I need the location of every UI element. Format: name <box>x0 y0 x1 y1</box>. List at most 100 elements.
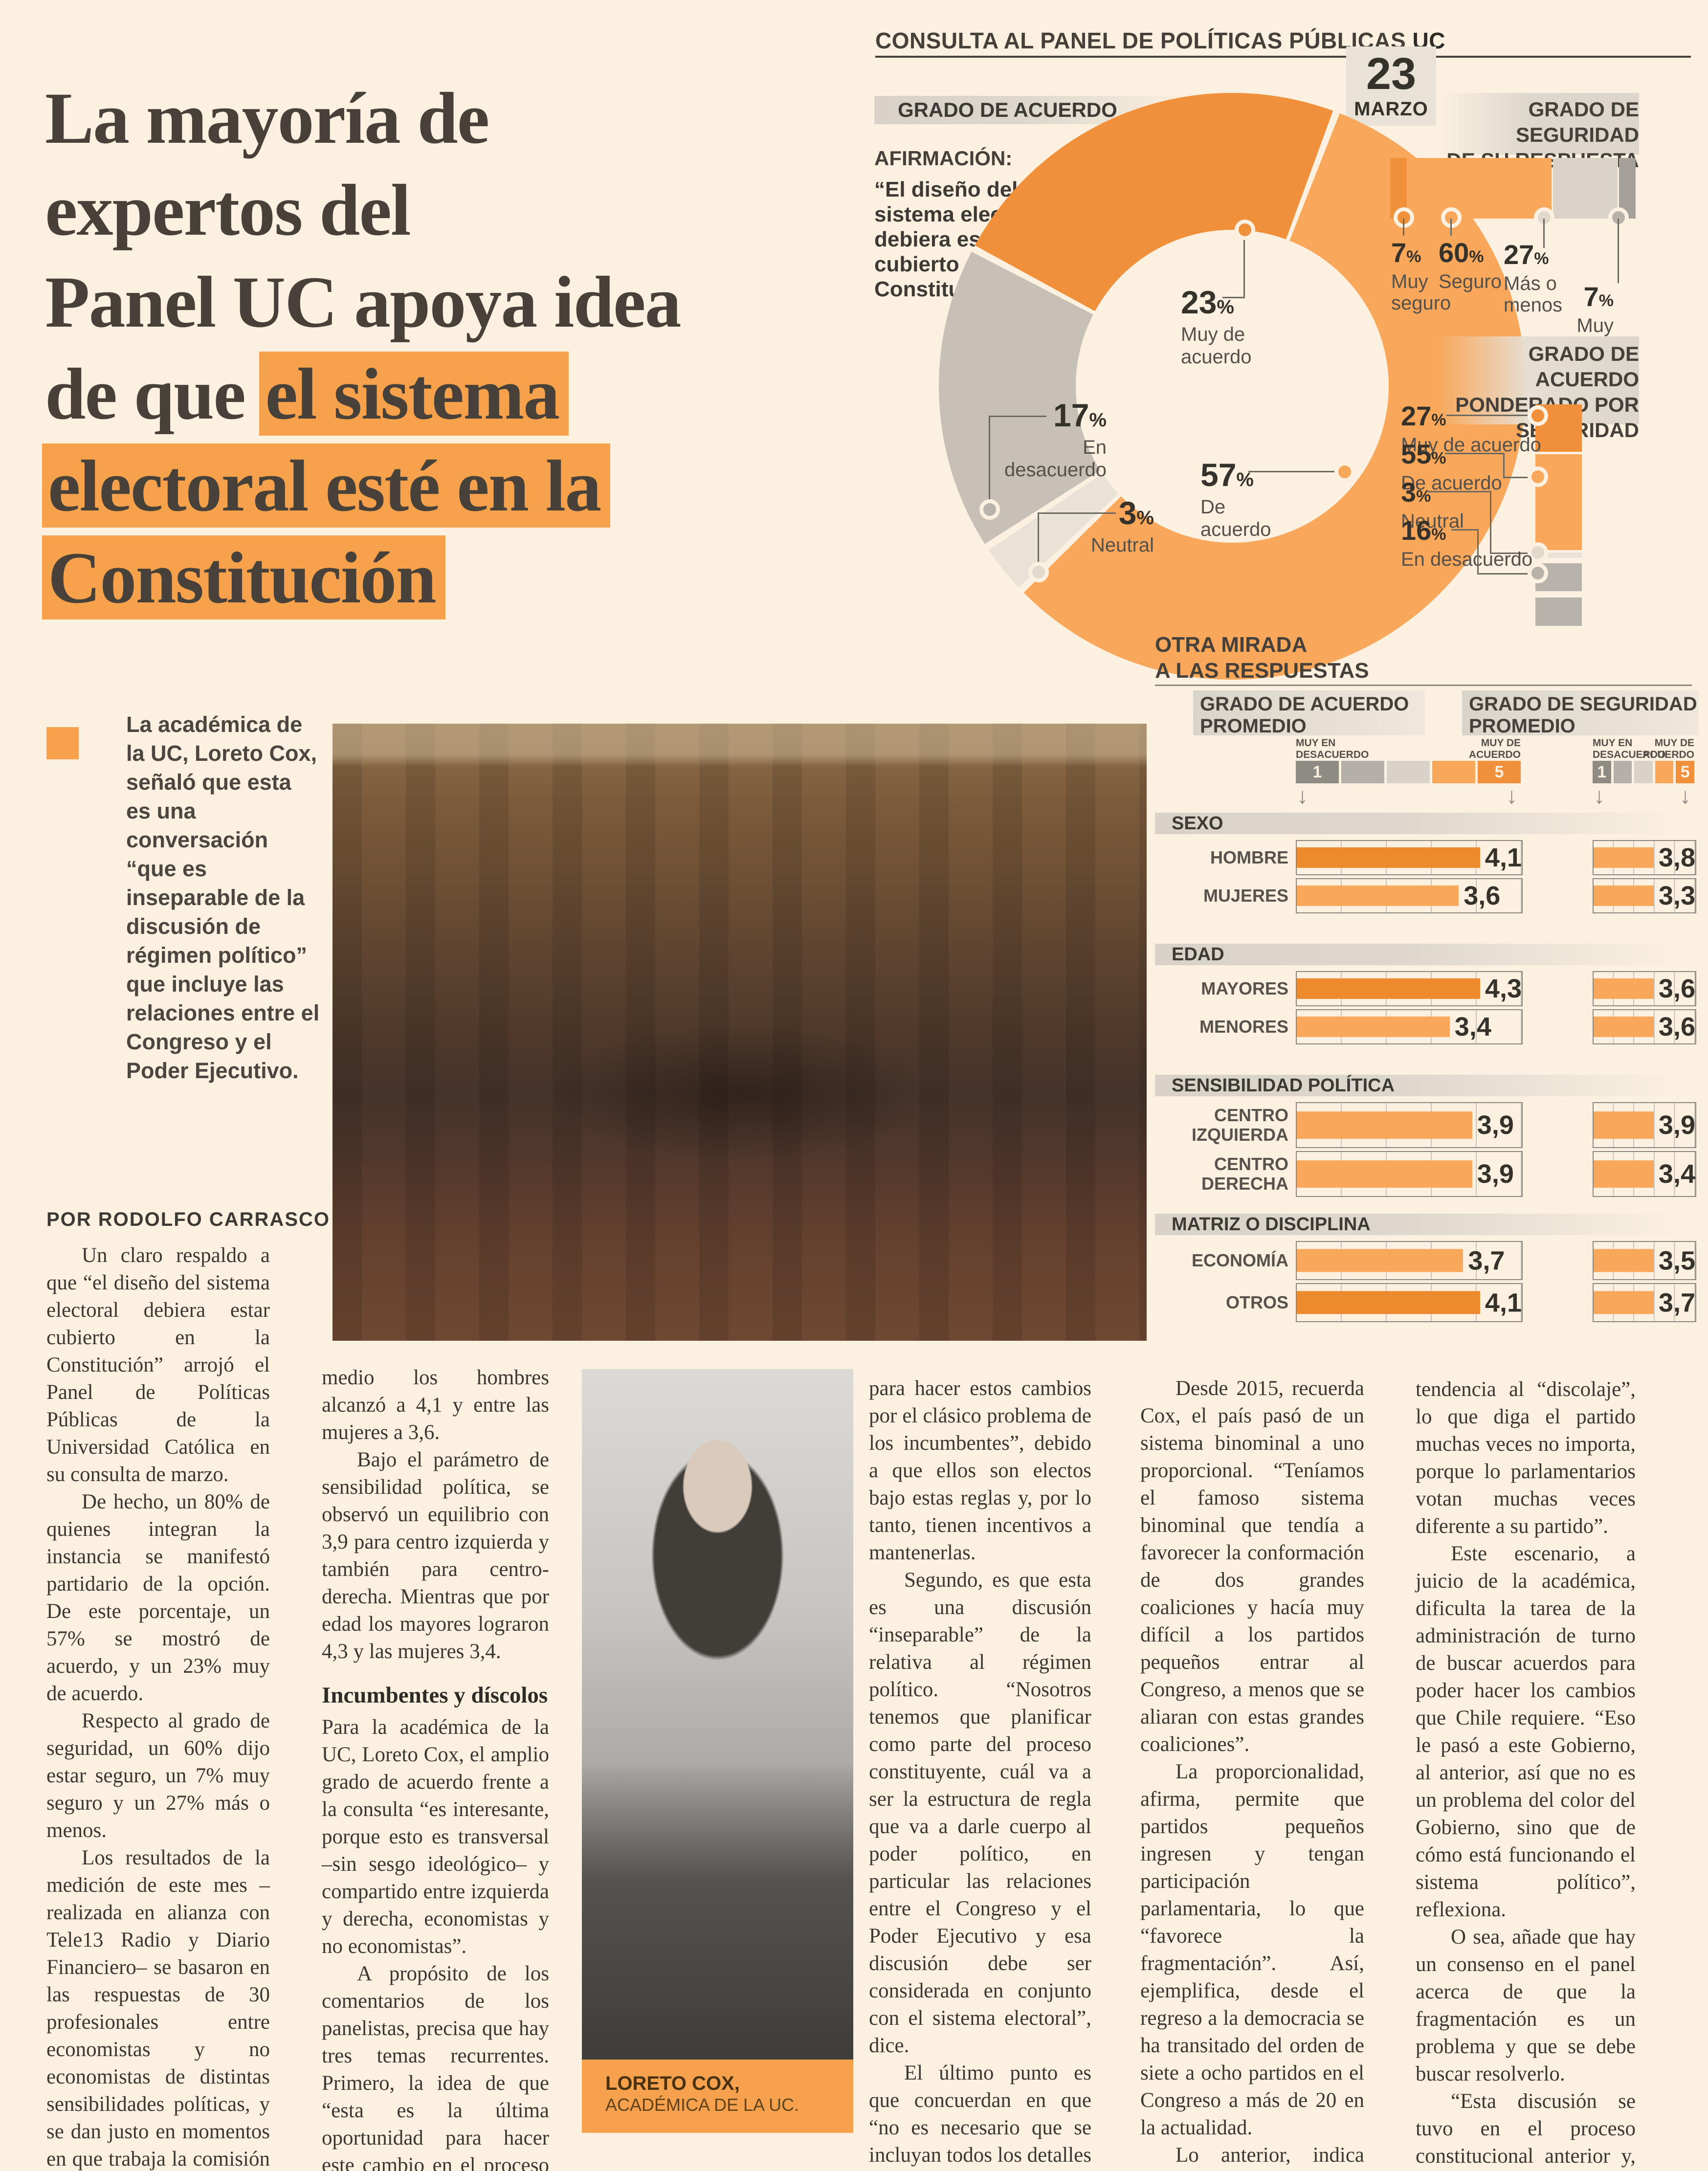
chart-row-economia: ECONOMÍA 3,7 3,5 <box>1155 1241 1708 1280</box>
headline-line-highlight: Constitución <box>42 532 847 624</box>
chart-row-mujeres: MUJERES 3,6 3,3 <box>1155 878 1708 913</box>
article-column-3: para hacer estos cambios por el clásico … <box>869 1375 1091 2171</box>
paragraph: Lo anterior, indica que “hace sumamente … <box>1176 2144 1364 2167</box>
acuerdo-donut-chart <box>939 93 1526 680</box>
leader-line <box>1477 573 1535 575</box>
paragraph: Los resultados de la medición de este me… <box>46 1846 270 2171</box>
chart-dot <box>1528 466 1548 487</box>
seguridad-promedio-header: GRADO DE SEGURIDAD PROMEDIO <box>1462 690 1699 737</box>
date-month: MARZO <box>1354 98 1428 120</box>
down-arrow-icon: ↓ <box>1297 783 1308 808</box>
paragraph: Un claro respaldo a que “el diseño del s… <box>46 1244 270 1486</box>
seguridad-label-seguro: 60% Seguro <box>1439 237 1502 293</box>
sidebar-quote: La académica de la UC, Loreto Cox, señal… <box>126 712 320 1083</box>
paragraph: De hecho, un 80% de quienes integran la … <box>46 1490 270 1705</box>
chart-dot <box>1528 542 1548 563</box>
scale-square-5: 5 <box>1676 761 1694 783</box>
leader-line <box>989 416 990 505</box>
leader-line <box>1490 553 1535 554</box>
section-rule <box>1155 685 1692 686</box>
chart-dot <box>1528 563 1548 583</box>
headline: La mayoría de expertos del Panel UC apoy… <box>42 72 847 624</box>
acuerdo-bar <box>1297 1291 1480 1314</box>
chart-dot <box>979 499 1000 520</box>
paragraph: El último punto es que concuerdan en que… <box>869 2061 1092 2167</box>
scale-square-4 <box>1655 761 1674 783</box>
scale-max-label: MUY DE ACUERDO <box>1468 737 1521 760</box>
afirmacion-label: AFIRMACIÓN: <box>874 147 1013 170</box>
scale-square-4 <box>1432 761 1475 783</box>
byline: POR RODOLFO CARRASCO <box>46 1209 330 1230</box>
scale-square-3 <box>1387 761 1430 783</box>
paragraph: A propósito de los comentarios de los pa… <box>322 1962 549 2171</box>
paragraph: medio los hombres alcanzó a 4,1 y entre … <box>322 1366 549 1444</box>
leader-line <box>1451 529 1479 531</box>
headline-line: expertos del <box>45 170 411 251</box>
date-day: 23 <box>1366 49 1417 99</box>
headline-line: de que el sistema <box>45 348 847 440</box>
loreto-cox-portrait-photo <box>582 1369 853 2060</box>
leader-line <box>1243 230 1245 298</box>
seguridad-bar <box>1594 978 1654 999</box>
chart-row-menores: MENORES 3,4 3,6 <box>1155 1009 1708 1044</box>
subheading: Incumbentes y díscolos <box>322 1683 548 1708</box>
leader-line <box>1477 529 1479 575</box>
leader-line <box>1490 491 1491 554</box>
leader-line <box>1038 512 1116 514</box>
chart-row-centro-derecha: CENTRO DERECHA 3,9 3,4 <box>1155 1151 1708 1197</box>
paragraph: La proporcionalidad, afirma, permite que… <box>1140 1760 1364 2139</box>
paragraph: tendencia al “discolaje”, lo que diga el… <box>1416 1378 1636 1538</box>
seguridad-bar <box>1594 1016 1654 1038</box>
segment-seguro <box>1408 158 1552 219</box>
decorative-gray-block <box>1535 598 1582 626</box>
seguridad-header: GRADO DE SEGURIDAD DE SU RESPUESTA <box>1438 93 1639 172</box>
down-arrow-icon: ↓ <box>1506 783 1517 808</box>
article-column-2: medio los hombres alcanzó a 4,1 y entre … <box>322 1364 549 2171</box>
leader-line <box>989 416 1046 417</box>
seguridad-label-muy-seguro: 7% Muy seguro <box>1391 237 1451 314</box>
donut-label-en-desacuerdo: 17% En desacuerdo <box>1004 397 1107 481</box>
headline-line: La mayoría de <box>45 78 489 159</box>
chart-dot <box>1028 562 1049 582</box>
category-band-edad: EDAD <box>1155 944 1708 965</box>
seguridad-bar <box>1594 885 1654 907</box>
seguridad-bar <box>1594 1249 1654 1272</box>
seguridad-stacked-bar <box>1390 158 1636 219</box>
chart-row-otros: OTROS 4,1 3,7 <box>1155 1283 1708 1322</box>
scale-square-2 <box>1613 761 1632 783</box>
article-column-4: Desde 2015, recuerda Cox, el país pasó d… <box>1140 1375 1364 2171</box>
paragraph: Desde 2015, recuerda Cox, el país pasó d… <box>1140 1377 1364 1756</box>
scale-max-label: MUY DE ACUERDO <box>1642 737 1694 760</box>
article-column-1: Un claro respaldo a que “el diseño del s… <box>46 1242 270 2171</box>
otra-mirada-title: OTRA MIRADA A LAS RESPUESTAS <box>1155 633 1369 683</box>
scale-legend: 1 5 <box>1296 761 1521 783</box>
ponderado-label-en-desacuerdo: 16% En desacuerdo <box>1401 515 1533 571</box>
leader-line <box>1543 219 1545 248</box>
scale-square-1: 1 <box>1296 761 1339 783</box>
article-column-5: tendencia al “discolaje”, lo que diga el… <box>1416 1376 1636 2171</box>
date-box: 23 MARZO <box>1346 46 1436 126</box>
chart-dot <box>1235 220 1255 240</box>
ponderado-label-muy-de-acuerdo: 27% Muy de acuerdo <box>1401 400 1541 456</box>
chart-row-centro-izquierda: CENTRO IZQUIERDA 3,9 3,9 <box>1155 1102 1708 1148</box>
ponderado-stacked-bar <box>1535 404 1582 591</box>
down-arrow-icon: ↓ <box>1680 783 1691 808</box>
acuerdo-bar <box>1297 885 1459 907</box>
leader-line <box>1445 453 1505 454</box>
acuerdo-bar <box>1297 847 1480 868</box>
acuerdo-bar <box>1297 1016 1450 1038</box>
donut-hole <box>1076 230 1389 543</box>
category-band-sensibilidad: SENSIBILIDAD POLÍTICA <box>1155 1075 1708 1096</box>
seguridad-bar <box>1594 1291 1654 1314</box>
paragraph: Respecto al grado de seguridad, un 60% d… <box>46 1709 270 1842</box>
donut-label-de-acuerdo: 57% De acuerdo <box>1200 457 1271 540</box>
title-rule <box>875 56 1691 58</box>
chart-row-hombre: HOMBRE 4,1 3,8 <box>1155 840 1708 875</box>
scale-square-1: 1 <box>1593 761 1611 783</box>
paragraph: Para la académica de la UC, Loreto Cox, … <box>322 1716 549 1958</box>
paragraph: Bajo el parámetro de sensibilidad políti… <box>322 1448 549 1663</box>
paragraph: Segundo, es que esta es una discusión “i… <box>869 1569 1091 2057</box>
leader-line <box>1503 477 1535 478</box>
headline-line-highlight: electoral esté en la <box>42 440 847 532</box>
scale-legend: 1 5 <box>1593 761 1694 783</box>
